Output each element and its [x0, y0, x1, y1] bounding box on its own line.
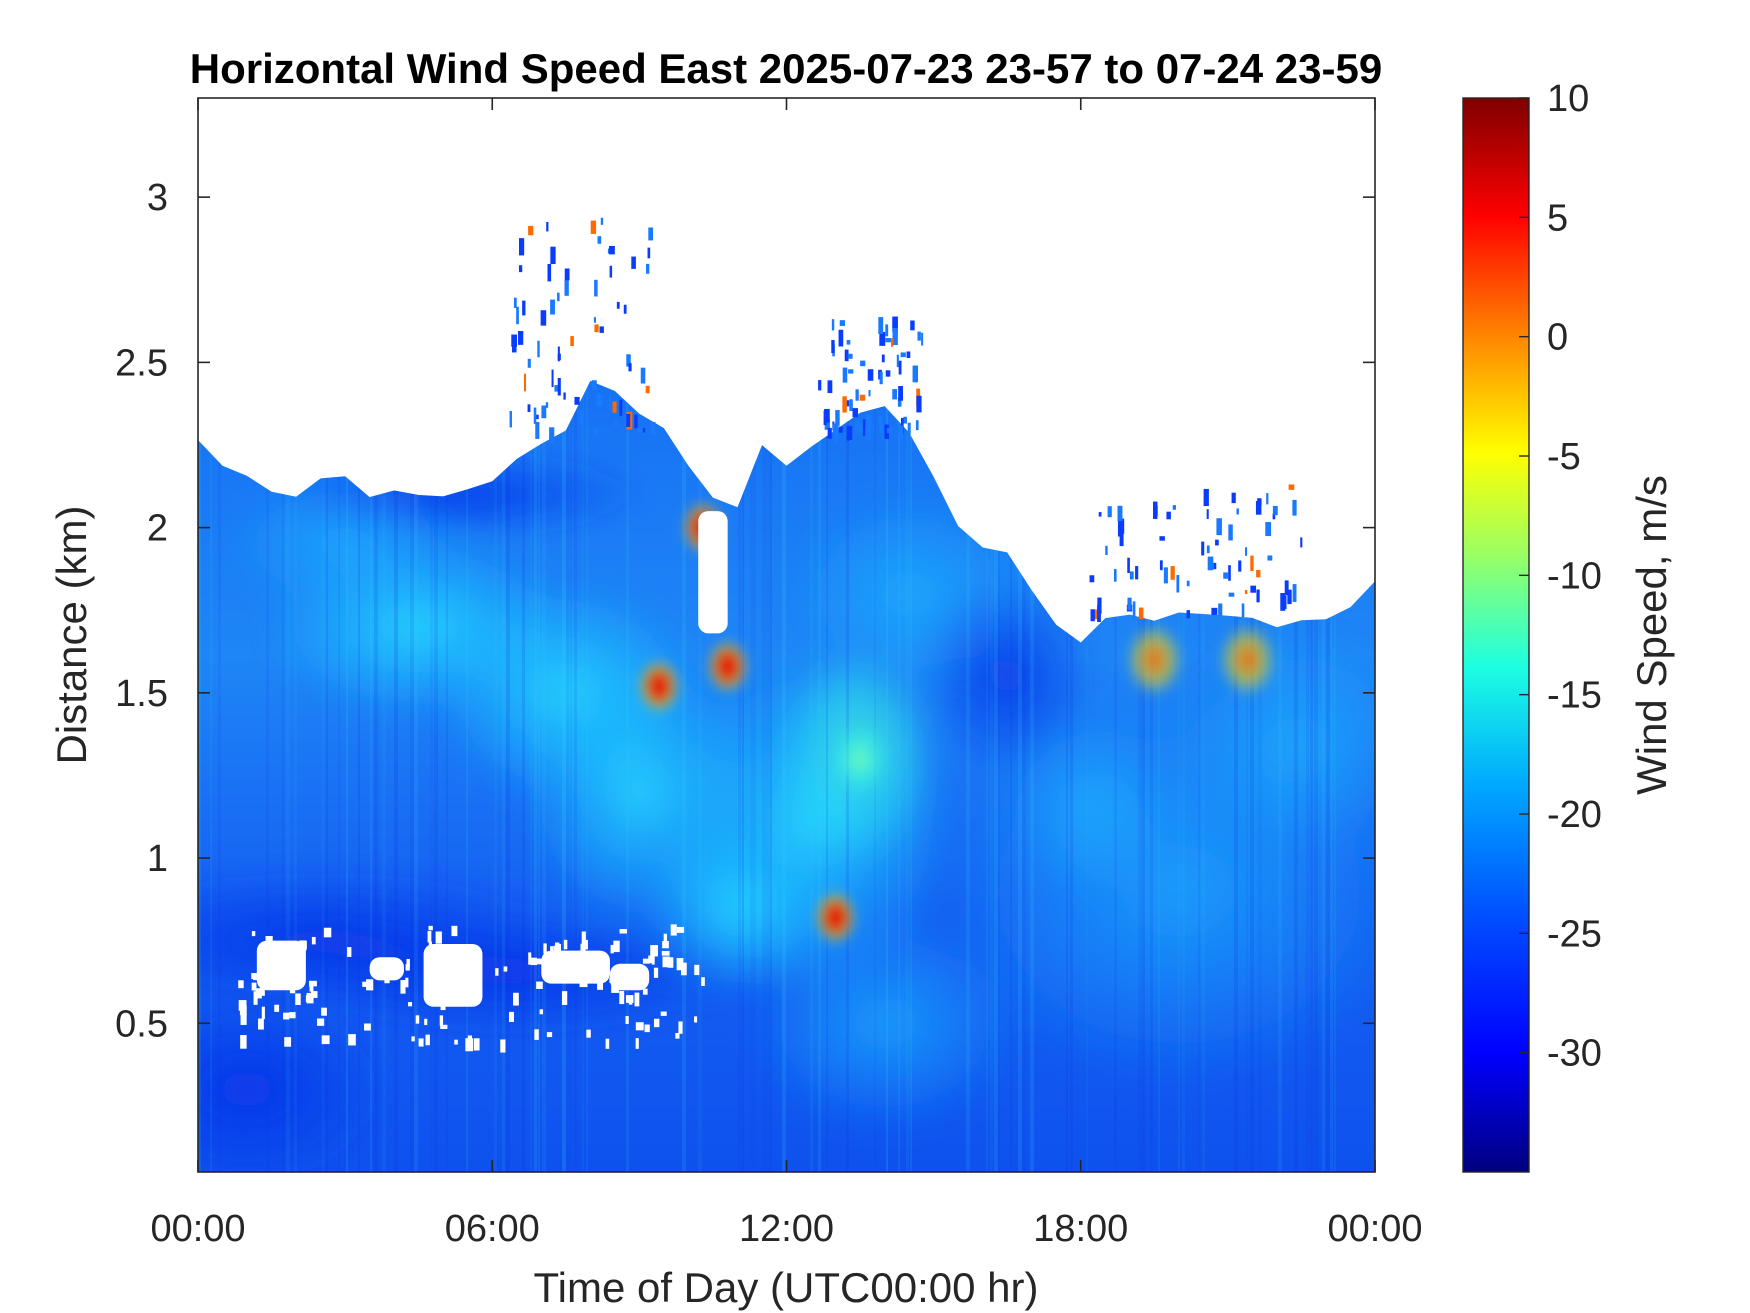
- y-tick-label: 2.5: [115, 342, 168, 384]
- x-axis: 00:00 06:00 12:00 18:00 00:00: [150, 98, 1423, 1250]
- y-axis-label: Distance (km): [48, 505, 95, 764]
- colorbar-gradient: [1462, 97, 1530, 1173]
- colorbar-tick-label: 5: [1547, 197, 1568, 239]
- colorbar: -30 -25 -20 -15 -10 -5 0 5 10 Wind Speed, m/s: [1462, 78, 1675, 1173]
- chart-title: Horizontal Wind Speed East 2025-07-23 23…: [190, 45, 1382, 92]
- y-tick-label: 3: [147, 177, 168, 219]
- colorbar-tick-label: -5: [1547, 436, 1581, 478]
- y-axis: 0.5 1 1.5 2 2.5 3: [115, 177, 1375, 1045]
- colorbar-label: Wind Speed, m/s: [1628, 475, 1675, 795]
- x-tick-label: 06:00: [445, 1208, 540, 1250]
- colorbar-tick-label: 10: [1547, 78, 1589, 120]
- y-tick-label: 1: [147, 838, 168, 880]
- colorbar-ticks: -30 -25 -20 -15 -10 -5 0 5 10: [1519, 78, 1602, 1075]
- x-tick-label: 00:00: [150, 1208, 245, 1250]
- colorbar-tick-label: -25: [1547, 913, 1602, 955]
- y-tick-label: 0.5: [115, 1003, 168, 1045]
- x-axis-label: Time of Day (UTC00:00 hr): [534, 1264, 1039, 1311]
- colorbar-tick-label: -10: [1547, 555, 1602, 597]
- x-tick-label: 00:00: [1327, 1208, 1422, 1250]
- x-tick-label: 18:00: [1033, 1208, 1128, 1250]
- colorbar-tick-label: -20: [1547, 794, 1602, 836]
- colorbar-tick-label: -30: [1547, 1033, 1602, 1075]
- x-tick-label: 12:00: [739, 1208, 834, 1250]
- y-tick-label: 2: [147, 508, 168, 550]
- y-tick-label: 1.5: [115, 673, 168, 715]
- colorbar-tick-label: 0: [1547, 317, 1568, 359]
- colorbar-tick-label: -15: [1547, 675, 1602, 717]
